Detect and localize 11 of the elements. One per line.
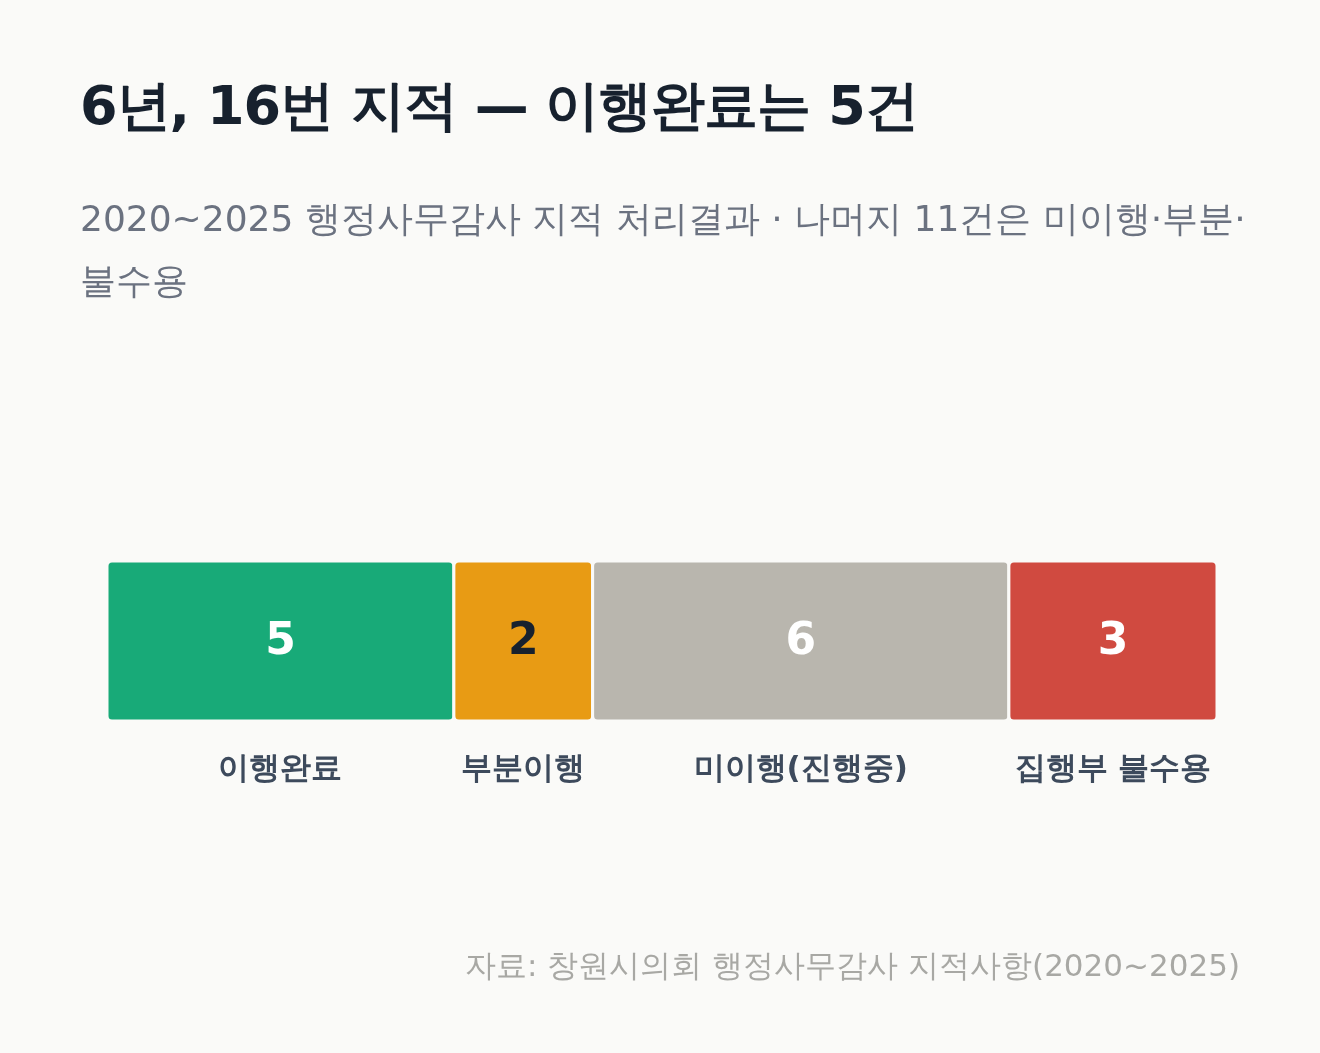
data-label: 3 — [1097, 613, 1129, 664]
series-label: 부분이행 — [461, 749, 586, 785]
data-label: 6 — [785, 613, 817, 664]
data-label: 2 — [507, 613, 539, 664]
text: 자료: 창원시의회 행정사무감사 지적사항(2020~2025) — [465, 946, 1240, 985]
series-label: 미이행(진행중) — [693, 749, 908, 785]
chart-subtitle: 2020~2025 행정사무감사 지적 처리결과 · 나머지 11건은 미이행·부분·불수용 — [80, 197, 1247, 303]
series-label: 집행부 불수용 — [1014, 749, 1212, 785]
data-label: 5 — [265, 613, 296, 664]
chart-title: 6년, 16번 지적 — 이행완료는 5건 — [80, 73, 918, 139]
series-label: 이행완료 — [218, 749, 343, 785]
